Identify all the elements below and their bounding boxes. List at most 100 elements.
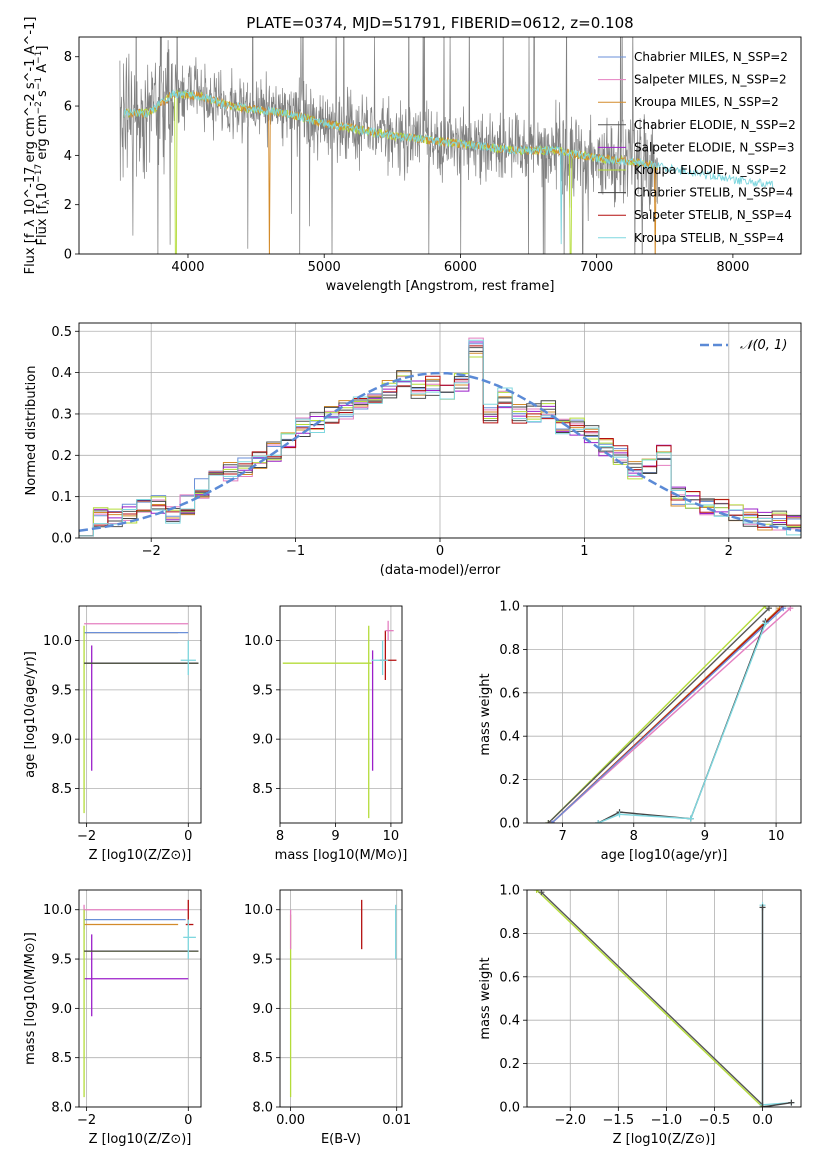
x-axis-label: Z [log10(Z/Z⊙)] [613, 1132, 716, 1147]
legend-label: Salpeter STELIB, N_SSP=4 [634, 208, 792, 222]
y-tick-label: 9.5 [51, 953, 72, 968]
y-tick-label: 8 [64, 50, 72, 65]
x-axis-label: (data-model)/error [380, 563, 501, 578]
x-tick-label: 1 [580, 544, 588, 559]
y-tick-label: 9.5 [51, 683, 72, 698]
y-tick-label: 1.0 [499, 884, 520, 899]
histogram-kroupa_stelib [79, 339, 801, 537]
x-tick-label: −2 [77, 829, 96, 844]
marker-chabrier_stelib [759, 904, 766, 911]
model-spectrum-kroupa_stelib [123, 89, 775, 245]
y-tick-label: 2 [64, 198, 72, 213]
axes-frame [78, 322, 802, 539]
x-tick-label: 4000 [171, 260, 204, 275]
plot-area [79, 323, 801, 538]
y-tick-label: 10.0 [244, 634, 273, 649]
panel-5: −2 0 8.0 8.5 9.0 9.5 10.0 Z [log10(Z/Z⊙)] mass [… [23, 889, 202, 1147]
y-tick-label: 9.5 [252, 683, 273, 698]
y-tick-label: 0.2 [51, 449, 72, 464]
x-tick-label: 7000 [580, 260, 613, 275]
series-chabrier_stelib [761, 907, 792, 1107]
y-tick-label: 0.0 [499, 1101, 520, 1116]
y-tick-label: 0.0 [51, 532, 72, 547]
panel-6: 0.00 0.01 8.0 8.5 9.0 9.5 10.0 E(B-V) [244, 889, 411, 1147]
x-tick-label: 8 [630, 829, 638, 844]
axes-frame [279, 889, 403, 1108]
plot-area [280, 606, 402, 823]
series-chabrier_miles [551, 607, 784, 823]
x-tick-label: 9 [331, 829, 339, 844]
x-tick-label: −2.0 [554, 1113, 586, 1128]
axes-frame [526, 889, 802, 1108]
marker-chabrier_elodie [545, 820, 552, 823]
y-tick-label: 10.0 [43, 634, 72, 649]
x-tick-label: 8000 [716, 260, 749, 275]
x-tick-label: 5000 [308, 260, 341, 275]
x-tick-label: 6000 [444, 260, 477, 275]
x-tick-label: 10 [768, 829, 785, 844]
x-tick-label: 0 [184, 829, 192, 844]
y-axis-label: Flux [f_λ 10^-17 erg cm^-2 s^-1 A^-1] [23, 17, 38, 275]
x-axis-label: age [log10(age/yr)] [601, 848, 728, 863]
normal-curve [79, 371, 801, 533]
axes-frame [78, 889, 202, 1108]
x-axis-label: wavelength [Angstrom, rest frame] [326, 279, 555, 294]
y-tick-label: 0.4 [499, 1014, 520, 1029]
legend-label: 𝒩(0, 1) [740, 338, 787, 353]
marker-chabrier_miles [548, 820, 555, 823]
y-tick-label: 10.0 [43, 903, 72, 918]
y-tick-label: 0 [64, 248, 72, 263]
x-axis-label: Z [log10(Z/Z⊙)] [89, 848, 192, 863]
series-salpeter_miles [551, 607, 791, 823]
legend-label: Chabrier STELIB, N_SSP=4 [634, 186, 793, 200]
axes-frame [78, 605, 202, 824]
marker-kroupa_stelib [595, 820, 602, 823]
series-kroupa_elodie [536, 890, 763, 1107]
marker-kroupa_elodie [762, 606, 769, 609]
y-tick-label: 9.0 [51, 1002, 72, 1017]
y-axis-label: mass weight [478, 957, 493, 1039]
marker-kroupa_stelib [687, 815, 694, 822]
x-tick-label: 8 [276, 829, 284, 844]
y-tick-label: 0.1 [51, 490, 72, 505]
plot-area [280, 890, 402, 1107]
y-axis-label: Normed distribution [24, 366, 39, 496]
marker-chabrier_stelib [788, 1099, 795, 1106]
y-tick-label: 8.5 [51, 1051, 72, 1066]
plot-area [119, 37, 775, 254]
x-tick-label: 7 [558, 829, 566, 844]
legend-label: Kroupa STELIB, N_SSP=4 [634, 231, 784, 245]
x-tick-label: 0 [184, 1113, 192, 1128]
y-tick-label: 8.5 [51, 782, 72, 797]
y-tick-label: 0.4 [51, 366, 72, 381]
y-tick-label: 0.5 [51, 325, 72, 340]
y-tick-label: 0.8 [499, 643, 520, 658]
legend-label: Salpeter ELODIE, N_SSP=3 [634, 140, 795, 154]
y-tick-label: 0.6 [499, 970, 520, 985]
x-tick-label: 0.0 [752, 1113, 773, 1128]
legend-label: Chabrier MILES, N_SSP=2 [634, 50, 788, 64]
plot-area [527, 890, 801, 1107]
series-chabrier_elodie [540, 891, 763, 1106]
x-tick-label: 0.01 [382, 1113, 411, 1128]
series-chabrier_elodie [547, 607, 770, 823]
y-tick-label: 0.3 [51, 407, 72, 422]
y-tick-label: 9.0 [51, 733, 72, 748]
series-kroupa_stelib [761, 905, 792, 1106]
histogram-chabrier_stelib [79, 350, 801, 537]
x-tick-label: 9 [701, 829, 709, 844]
x-tick-label: −1.5 [603, 1113, 635, 1128]
y-axis-label: mass [log10(M/M⊙)] [23, 932, 38, 1065]
series-kroupa_stelib [597, 623, 767, 823]
panel-3: 8 9 10 8.5 9.0 9.5 10.0 mass [log10(M/M⊙)] [244, 605, 407, 863]
y-tick-label: 9.0 [252, 733, 273, 748]
x-tick-label: −2 [77, 1113, 96, 1128]
y-tick-label: 0.8 [499, 927, 520, 942]
series-chabrier_stelib [597, 620, 767, 823]
x-tick-label: 2 [725, 544, 733, 559]
y-tick-label: 0.2 [499, 1057, 520, 1072]
y-tick-label: 0.0 [499, 817, 520, 832]
y-tick-label: 8.5 [252, 1051, 273, 1066]
